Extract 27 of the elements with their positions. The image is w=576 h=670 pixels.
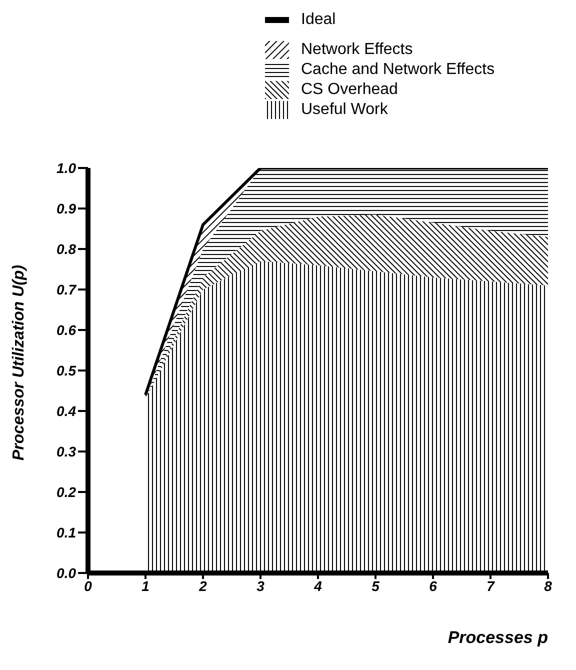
y-tick-label: 1.0 [56, 160, 76, 176]
legend-label: Network Effects [301, 41, 413, 59]
x-tick-label: 0 [84, 578, 92, 594]
legend-label: CS Overhead [301, 81, 398, 99]
y-tick-label: 0.4 [56, 402, 76, 419]
y-axis-title: Processor Utilization U(p) [10, 264, 28, 460]
legend-label: Useful Work [301, 101, 388, 119]
y-tick-label: 0.5 [56, 362, 76, 378]
x-tick-label: 5 [372, 578, 380, 594]
x-tick-label: 2 [198, 578, 208, 594]
y-tick-label: 0.1 [56, 524, 76, 540]
legend-label: Cache and Network Effects [301, 61, 495, 79]
x-tick-label: 4 [313, 578, 322, 594]
y-tick-label: 0.8 [56, 240, 76, 257]
y-tick-label: 0.6 [56, 322, 76, 338]
legend-label: Ideal [301, 11, 336, 29]
y-tick-label: 0.3 [56, 443, 76, 460]
y-tick-label: 0.9 [56, 200, 76, 216]
x-tick-label: 3 [256, 578, 265, 594]
x-axis-title: Processes p [448, 628, 548, 647]
y-tick-label: 0.7 [56, 281, 78, 298]
x-tick-label: 1 [142, 578, 150, 594]
y-tick-label: 0.0 [56, 564, 76, 581]
x-tick-label: 6 [429, 578, 438, 594]
x-tick-label: 7 [486, 578, 496, 594]
x-tick-label: 8 [544, 578, 552, 594]
y-tick-label: 0.2 [56, 484, 76, 500]
